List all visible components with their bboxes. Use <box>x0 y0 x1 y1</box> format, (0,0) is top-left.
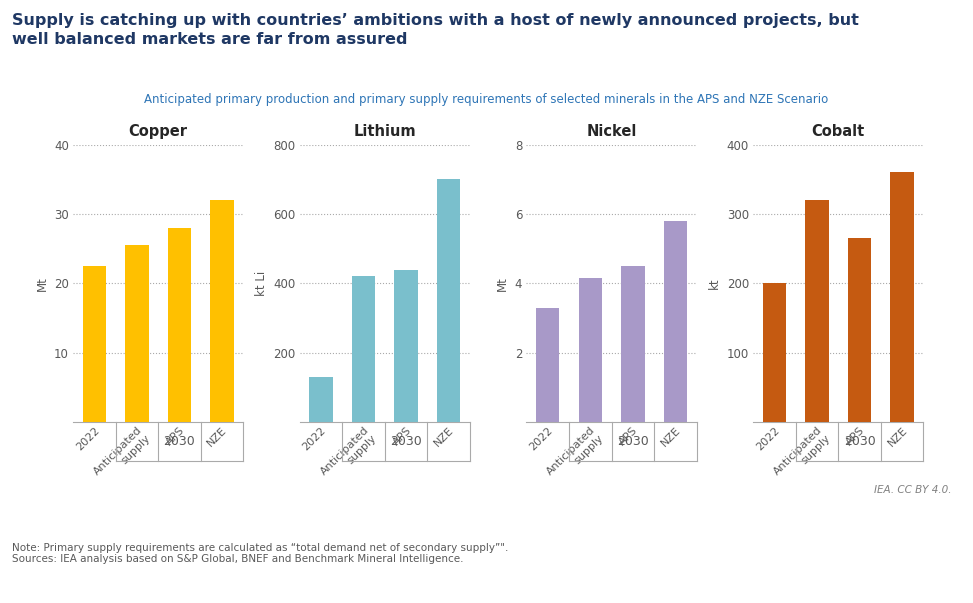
Bar <box>309 377 333 422</box>
Text: 2030: 2030 <box>844 435 876 448</box>
Title: Cobalt: Cobalt <box>811 124 865 139</box>
Bar <box>210 200 234 422</box>
Text: 2030: 2030 <box>163 435 196 448</box>
Text: Anticipated primary production and primary supply requirements of selected miner: Anticipated primary production and prima… <box>144 93 829 107</box>
Bar <box>437 180 460 422</box>
Bar <box>847 238 871 422</box>
Y-axis label: kt: kt <box>708 277 721 289</box>
Title: Lithium: Lithium <box>353 124 416 139</box>
Text: 2030: 2030 <box>390 435 422 448</box>
Bar <box>763 283 786 422</box>
Bar <box>664 221 687 422</box>
Bar <box>621 266 644 422</box>
Text: IEA. CC BY 4.0.: IEA. CC BY 4.0. <box>874 485 952 496</box>
Text: Supply is catching up with countries’ ambitions with a host of newly announced p: Supply is catching up with countries’ am… <box>12 13 858 48</box>
Bar <box>536 308 559 422</box>
Bar <box>83 266 106 422</box>
Bar <box>394 270 417 422</box>
Bar <box>126 245 149 422</box>
Bar <box>890 172 914 422</box>
Text: Note: Primary supply requirements are calculated as “total demand net of seconda: Note: Primary supply requirements are ca… <box>12 543 508 564</box>
Title: Nickel: Nickel <box>587 124 636 139</box>
Bar <box>352 276 376 422</box>
Text: 2030: 2030 <box>617 435 649 448</box>
Y-axis label: Mt: Mt <box>35 276 49 291</box>
Y-axis label: Mt: Mt <box>496 276 509 291</box>
Y-axis label: kt Li: kt Li <box>255 271 268 296</box>
Bar <box>579 278 602 422</box>
Bar <box>806 200 829 422</box>
Bar <box>167 228 191 422</box>
Title: Copper: Copper <box>128 124 188 139</box>
